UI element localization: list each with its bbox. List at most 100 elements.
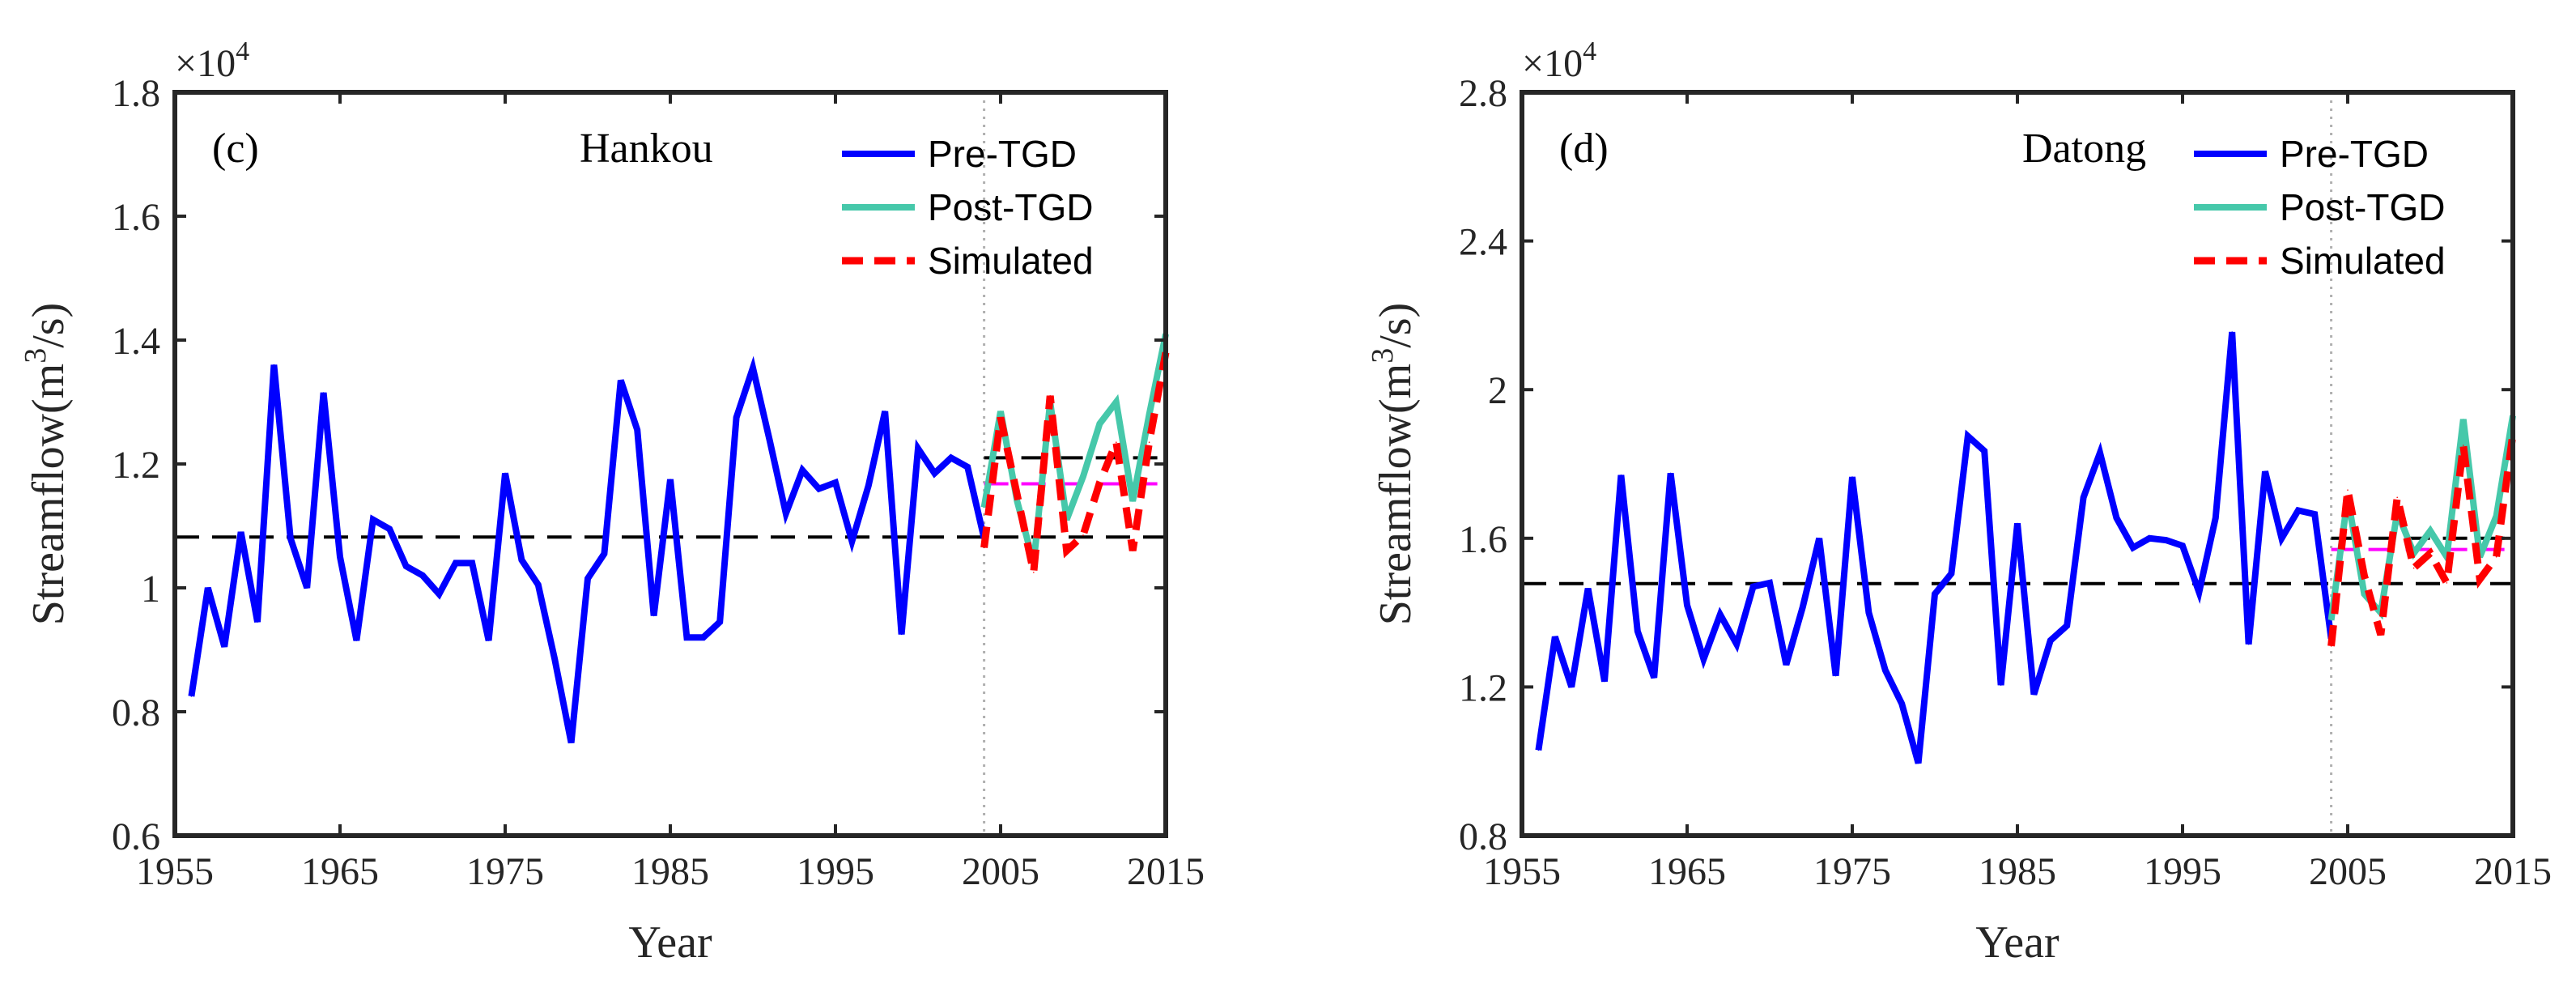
data-point bbox=[2215, 517, 2217, 519]
data-point bbox=[2198, 591, 2200, 594]
legend: Pre-TGD Post-TGD Simulated bbox=[842, 133, 1094, 282]
y-axis-label-tail: /s) bbox=[1371, 303, 1421, 348]
data-point bbox=[785, 513, 787, 514]
data-point bbox=[206, 587, 209, 589]
data-point bbox=[983, 506, 985, 509]
data-point bbox=[422, 574, 423, 577]
data-point bbox=[1637, 630, 1639, 632]
data-point bbox=[917, 448, 919, 449]
x-tick-label: 2015 bbox=[1127, 850, 1205, 893]
data-point bbox=[900, 633, 903, 636]
data-point bbox=[554, 658, 555, 660]
data-point bbox=[801, 469, 803, 471]
data-point bbox=[2330, 645, 2332, 647]
y-multiplier: ×104 bbox=[175, 36, 249, 85]
y-tick-label: 0.6 bbox=[112, 815, 160, 858]
data-point bbox=[670, 479, 671, 480]
data-point bbox=[2347, 489, 2349, 491]
data-point bbox=[2363, 574, 2366, 577]
data-point bbox=[1769, 582, 1770, 584]
data-point bbox=[223, 645, 226, 648]
y-tick-label: 1.4 bbox=[112, 320, 160, 363]
x-tick-label: 2005 bbox=[2309, 850, 2387, 893]
data-point bbox=[257, 621, 258, 623]
data-point bbox=[2082, 496, 2085, 499]
data-point bbox=[2149, 538, 2150, 539]
y-tick-label: 1.8 bbox=[112, 72, 160, 115]
data-point bbox=[818, 487, 820, 490]
data-point bbox=[1686, 604, 1688, 606]
data-point bbox=[240, 531, 242, 533]
data-point bbox=[1132, 550, 1133, 551]
y-tick-label: 1.6 bbox=[112, 196, 160, 239]
x-tick-label: 1965 bbox=[1648, 850, 1726, 893]
legend: Pre-TGD Post-TGD Simulated bbox=[2194, 133, 2446, 282]
data-point bbox=[868, 484, 869, 487]
data-point bbox=[735, 416, 738, 419]
data-point bbox=[983, 547, 985, 549]
legend-label-pre-tgd: Pre-TGD bbox=[928, 133, 1077, 175]
station-title: Datong bbox=[2022, 126, 2146, 172]
data-point bbox=[1669, 472, 1672, 474]
y-tick-label: 0.8 bbox=[1459, 815, 1507, 858]
data-point bbox=[1537, 749, 1540, 751]
series-pre-tgd bbox=[188, 355, 988, 744]
data-point bbox=[587, 577, 589, 580]
x-tick-label: 1995 bbox=[797, 850, 874, 893]
x-tick-label: 1955 bbox=[136, 850, 214, 893]
legend-label-pre-tgd: Pre-TGD bbox=[2280, 133, 2429, 175]
data-point bbox=[1116, 441, 1117, 444]
data-point bbox=[306, 587, 308, 589]
data-point bbox=[2066, 624, 2068, 627]
data-point bbox=[1000, 411, 1001, 412]
data-point bbox=[2165, 539, 2167, 541]
data-point bbox=[339, 555, 341, 558]
data-point bbox=[273, 364, 275, 366]
y-axis-label: Streamflow(m3/s) bbox=[19, 303, 74, 625]
data-point bbox=[2429, 530, 2431, 532]
data-point bbox=[1785, 664, 1787, 666]
data-point bbox=[1554, 636, 1556, 638]
data-point bbox=[1049, 395, 1051, 397]
x-axis-label: Year bbox=[628, 917, 712, 968]
data-point bbox=[703, 636, 704, 638]
x-tick-label: 1955 bbox=[1483, 850, 1561, 893]
data-point bbox=[1950, 572, 1953, 575]
chart-panel-hankou: 1955 1965 1975 1985 1995 2005 2015 0.6 0.8 1 1.2 1.… bbox=[19, 36, 1205, 968]
data-point bbox=[620, 379, 622, 381]
x-axis-label: Year bbox=[1975, 917, 2060, 968]
y-axis-label-main: Streamflow(m bbox=[1371, 364, 1421, 625]
data-point bbox=[372, 519, 374, 521]
y-tick-label: 2.8 bbox=[1459, 72, 1507, 115]
data-point bbox=[1016, 500, 1018, 502]
y-tick-label: 1 bbox=[141, 568, 160, 611]
series-simulated bbox=[2327, 433, 2517, 647]
data-point bbox=[2412, 567, 2415, 569]
data-point bbox=[1702, 658, 1705, 660]
data-point bbox=[2247, 643, 2250, 645]
data-point bbox=[2463, 445, 2464, 446]
data-point bbox=[2115, 517, 2118, 519]
data-point bbox=[1148, 414, 1150, 415]
data-point bbox=[835, 482, 836, 483]
data-point bbox=[1016, 494, 1018, 496]
data-point bbox=[471, 562, 473, 564]
data-point bbox=[2264, 470, 2266, 472]
data-point bbox=[1000, 416, 1001, 419]
panel-label: (c) bbox=[212, 126, 259, 172]
data-point bbox=[2429, 552, 2431, 554]
y-multiplier-exponent: 4 bbox=[236, 36, 249, 66]
data-point bbox=[538, 584, 539, 585]
legend-label-post-tgd: Post-TGD bbox=[2280, 186, 2445, 228]
data-point bbox=[2281, 538, 2283, 539]
x-tick-label: 1985 bbox=[1979, 850, 2056, 893]
data-point bbox=[967, 466, 968, 468]
data-point bbox=[719, 621, 721, 623]
data-point bbox=[2330, 619, 2332, 621]
y-tick-label: 0.8 bbox=[112, 692, 160, 734]
data-point bbox=[290, 538, 291, 539]
data-point bbox=[504, 472, 506, 474]
data-point bbox=[2000, 684, 2002, 686]
legend-label-simulated: Simulated bbox=[928, 240, 1094, 282]
